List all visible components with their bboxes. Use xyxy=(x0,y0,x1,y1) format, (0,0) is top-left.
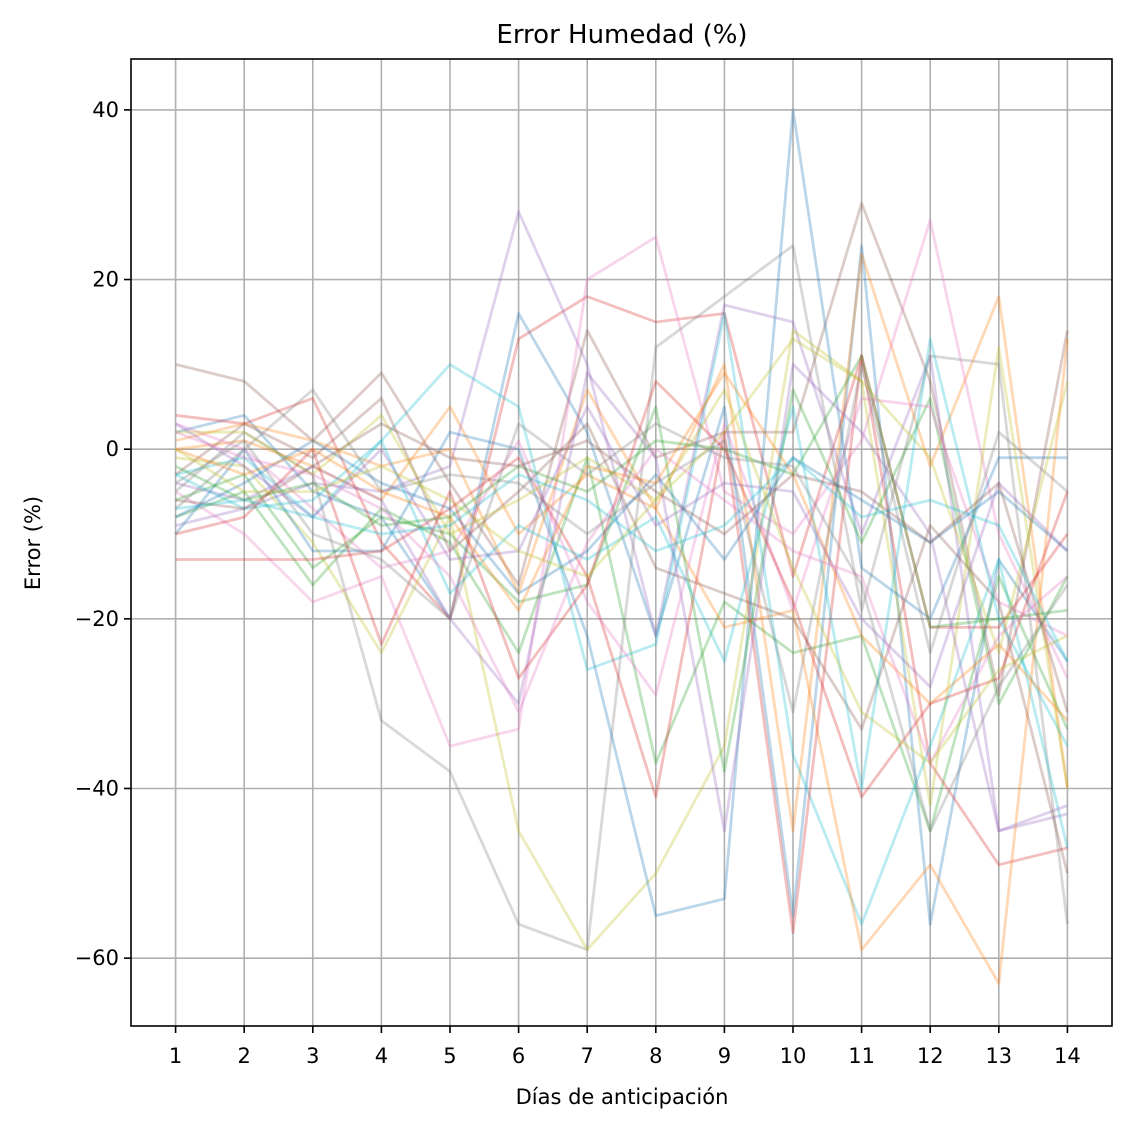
series-line-7 xyxy=(174,218,1069,748)
y-tick-label: −60 xyxy=(75,946,119,970)
series-line-23 xyxy=(174,354,1068,629)
series-line-8 xyxy=(174,244,1069,952)
y-tick-label: 20 xyxy=(92,268,119,292)
series-line-1 xyxy=(175,244,1069,926)
series-line-16 xyxy=(174,396,1069,874)
series-line-9 xyxy=(175,328,1069,952)
series-line-10 xyxy=(175,312,1069,926)
x-tick-label: 5 xyxy=(443,1044,456,1068)
y-axis-label: Error (%) xyxy=(21,496,45,590)
series-line-25 xyxy=(174,405,1069,689)
series-line-12 xyxy=(175,338,1069,985)
series-line-30 xyxy=(175,456,1069,662)
x-axis-ticks: 1 2 3 4 5 6 7 8 9 10 11 12 13 14 xyxy=(169,1026,1081,1068)
x-axis-label: Días de anticipación xyxy=(516,1085,729,1109)
series-line-28 xyxy=(174,422,1069,833)
series-line-19 xyxy=(175,337,1069,655)
series-line-13 xyxy=(175,388,1069,773)
series-line-29 xyxy=(174,388,1069,765)
series-line-6 xyxy=(175,201,1069,697)
series-line-20 xyxy=(174,337,1069,790)
series-line-22 xyxy=(175,371,1069,722)
x-tick-label: 3 xyxy=(306,1044,319,1068)
series-line-2 xyxy=(175,252,1069,833)
series-line-21 xyxy=(174,439,1069,595)
series-line-4 xyxy=(175,295,1068,867)
y-tick-label: 0 xyxy=(106,437,119,461)
y-axis-ticks: 40 20 0 −20 −40 −60 xyxy=(75,98,131,970)
x-tick-label: 11 xyxy=(848,1044,875,1068)
y-tick-label: 40 xyxy=(92,98,119,122)
y-tick-label: −40 xyxy=(75,776,119,800)
x-tick-label: 6 xyxy=(512,1044,525,1068)
series-lines xyxy=(174,108,1069,985)
x-tick-label: 2 xyxy=(238,1044,251,1068)
grid xyxy=(131,59,1112,1026)
series-line-3 xyxy=(175,456,1069,833)
series-line-15 xyxy=(175,362,1068,833)
series-line-24 xyxy=(175,379,1069,799)
x-tick-label: 1 xyxy=(169,1044,182,1068)
series-line-17 xyxy=(175,396,1069,697)
x-tick-label: 4 xyxy=(375,1044,388,1068)
y-tick-label: −20 xyxy=(75,607,119,631)
series-line-14 xyxy=(175,354,1069,935)
x-tick-label: 12 xyxy=(917,1044,944,1068)
x-tick-label: 13 xyxy=(985,1044,1012,1068)
x-tick-label: 8 xyxy=(649,1044,662,1068)
series-line-27 xyxy=(175,430,1069,765)
x-tick-label: 10 xyxy=(780,1044,807,1068)
x-tick-label: 9 xyxy=(718,1044,731,1068)
series-line-11 xyxy=(174,108,1068,918)
plot-frame xyxy=(130,58,1113,1027)
x-tick-label: 14 xyxy=(1054,1044,1081,1068)
series-line-26 xyxy=(175,422,1069,713)
series-line-18 xyxy=(174,362,1069,714)
chart-title: Error Humedad (%) xyxy=(496,20,747,50)
x-tick-label: 7 xyxy=(581,1044,594,1068)
series-line-5 xyxy=(175,210,1068,833)
